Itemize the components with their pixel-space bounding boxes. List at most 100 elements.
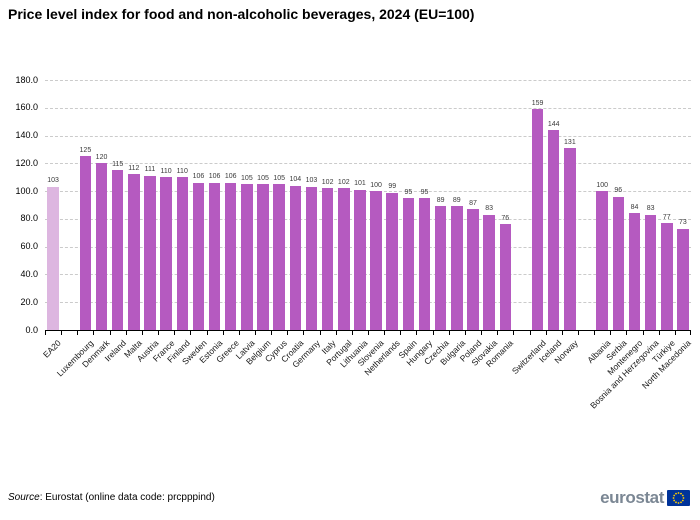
source-note: Source: Eurostat (online data code: prcp… [8,492,215,503]
gridline [45,135,691,137]
bar-value-label: 99 [388,183,397,190]
bar-north-macedonia [677,228,689,330]
bar-value-label: 87 [469,199,477,207]
x-tick [577,331,579,335]
bar-value-label: 101 [354,180,366,188]
bar-value-label: 105 [241,174,253,182]
bar-value-label: 115 [112,160,124,168]
bar-serbia [612,196,625,330]
y-tick-label: 160.0 [15,102,38,113]
x-tick [432,331,434,335]
x-tick [125,331,127,335]
x-tick [690,331,691,335]
chart-title: Price level index for food and non-alcoh… [8,6,475,22]
bar-iceland [547,130,560,330]
x-tick [368,331,369,335]
bar-value-label: 102 [337,178,350,186]
bar-montenegro [628,213,641,330]
source-text: : Eurostat (online data code: prcpppind) [39,492,215,503]
x-tick [254,331,256,335]
bar-ireland [111,170,124,330]
bar-poland [467,209,479,330]
x-tick [141,331,143,335]
bar-value-label: 89 [452,196,461,204]
x-tick [400,331,402,335]
x-tick [658,331,660,335]
bar-estonia [208,182,221,330]
bar-value-label: 77 [662,213,671,221]
bar-value-label: 103 [305,177,318,185]
x-tick [287,331,289,335]
bar-value-label: 106 [224,173,237,181]
gridline [45,302,691,304]
x-tick [351,331,353,335]
bar-bosnia-and-herzegovina [644,214,657,330]
eurostat-logo-text: eurostat [600,488,664,507]
bar-value-label: 100 [370,181,382,189]
x-tick [448,331,450,335]
y-axis-labels: 0.0 20.0 40.0 60.0 80.0 100.0 120.0 140.0 160.0 1… [0,0,40,520]
source-label: Source [8,492,40,503]
bar-value-label: 125 [79,146,92,154]
bar-italy [321,188,334,330]
x-tick [384,331,386,335]
x-tick [206,331,208,335]
bar-value-label: 73 [679,219,687,227]
x-tick [158,331,160,335]
bar-denmark [95,163,108,330]
bar-hungary [418,198,431,330]
bar-value-label: 102 [321,178,334,186]
x-tick [271,331,273,335]
x-tick [416,331,418,335]
bar-value-label: 104 [289,176,302,184]
x-tick [222,331,224,335]
eu-flag-icon [667,490,690,506]
bar-value-label: 105 [257,174,269,182]
x-tick [238,331,240,335]
gridline [45,107,691,109]
bar-value-label: 144 [547,120,560,128]
bar-germany [305,186,318,330]
y-tick-label: 100.0 [15,185,38,196]
bar-value-label: 106 [192,173,205,181]
y-tick-label: 180.0 [15,74,38,85]
x-tick [642,331,644,335]
x-tick [174,331,176,335]
y-tick-label: 80.0 [20,213,38,224]
x-tick [674,331,676,335]
y-tick-label: 60.0 [20,241,38,252]
x-tick [529,331,531,335]
bar-belgium [257,184,269,330]
bar-value-label: 105 [273,174,286,182]
gridline [45,80,691,81]
bar-value-label: 100 [596,181,609,189]
eurostat-logo: eurostat [600,488,690,508]
bar-value-label: 95 [420,188,429,196]
bar-value-label: 83 [646,205,655,213]
bar-value-label: 112 [128,164,140,172]
plot-area: 103 125 120 115 112 111 110 110 106 106 106 105 105 1… [45,80,691,331]
bar-value-label: 106 [208,173,221,181]
gridline [45,163,691,165]
bar-slovenia [370,191,382,330]
bar-latvia [241,184,253,330]
x-tick [109,331,111,335]
bar-austria [144,175,156,330]
y-tick-label: 20.0 [20,296,38,307]
x-tick [481,331,483,335]
bar-portugal [338,188,350,330]
bar-value-label: 110 [160,167,172,175]
bar-luxembourg [79,156,92,330]
x-tick [61,331,63,335]
bar-value-label: 84 [630,203,639,211]
bar-value-label: 159 [531,99,544,107]
bar-value-label: 89 [436,196,445,204]
bar-value-label: 95 [404,188,413,196]
bar-value-label: 120 [95,153,108,161]
x-axis-ticks [45,331,691,336]
bar-albania [596,191,608,330]
x-tick [303,331,305,335]
bar-norway [564,148,576,330]
bar-value-label: 76 [501,214,510,222]
